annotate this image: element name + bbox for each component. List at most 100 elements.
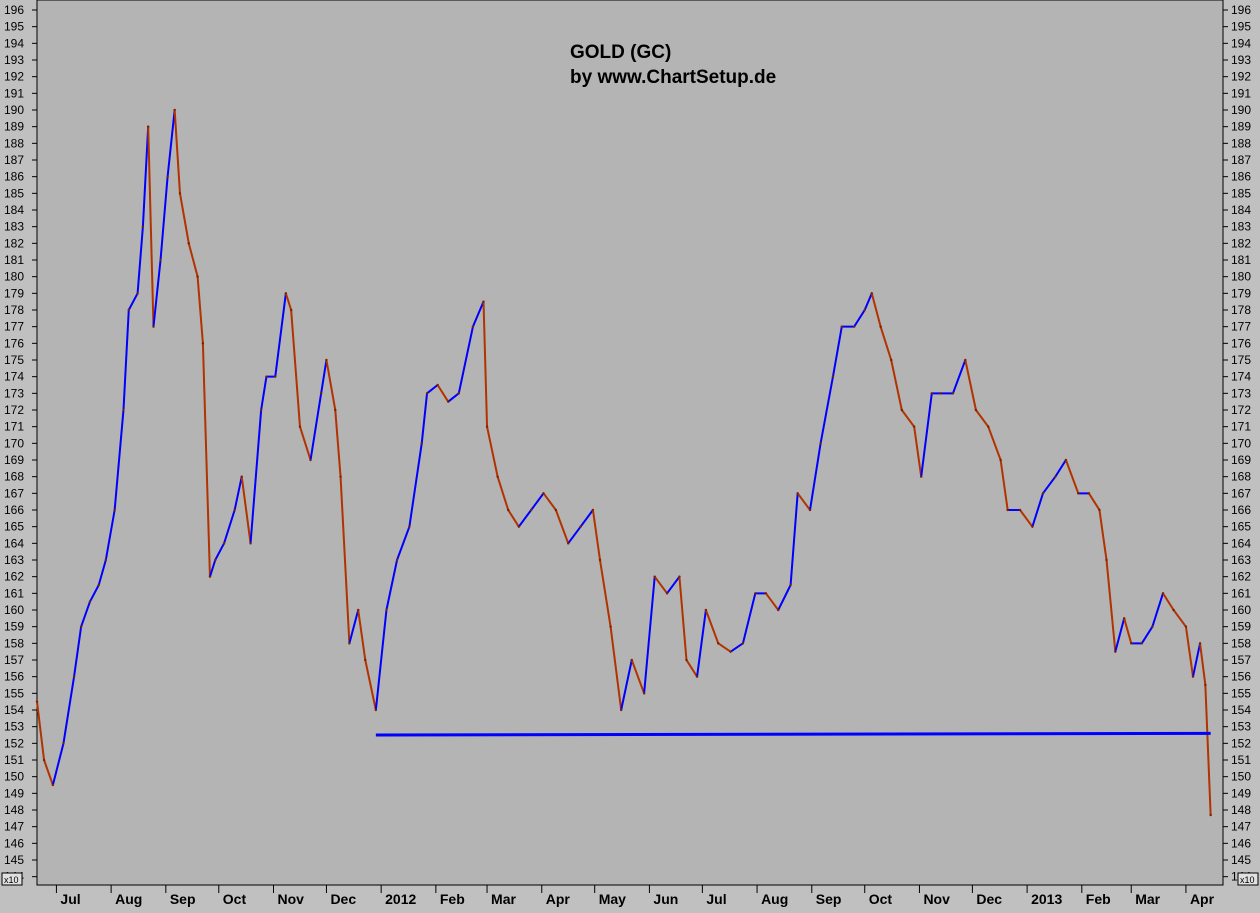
y-tick-label: 149	[1231, 786, 1251, 800]
y-tick-label: 150	[4, 770, 24, 784]
y-tick-label: 161	[1231, 586, 1251, 600]
y-tick-label: 161	[4, 586, 24, 600]
x-tick-label: Jun	[653, 891, 678, 907]
price-segment	[530, 492, 545, 511]
price-point	[159, 258, 162, 262]
price-point	[630, 658, 633, 662]
price-segment	[704, 609, 720, 645]
price-point	[319, 392, 323, 395]
price-point	[1130, 642, 1133, 645]
price-point	[447, 400, 450, 403]
price-point	[113, 508, 116, 512]
price-segment	[1199, 642, 1207, 686]
price-point	[187, 242, 190, 245]
price-point	[1161, 592, 1165, 595]
price-point	[529, 508, 533, 512]
multiplier-label-right: x10	[1240, 875, 1255, 885]
price-segment	[173, 109, 181, 195]
price-segment	[201, 342, 211, 578]
y-tick-label: 156	[4, 670, 24, 684]
y-tick-label: 145	[1231, 853, 1251, 867]
price-segment	[1019, 509, 1034, 528]
price-point	[974, 408, 978, 412]
y-tick-label: 168	[4, 470, 24, 484]
y-tick-label: 186	[4, 170, 24, 184]
price-point	[930, 392, 933, 395]
y-tick-label: 157	[1231, 653, 1251, 667]
y-tick-label: 194	[4, 36, 24, 50]
price-segment	[436, 384, 450, 403]
price-point	[704, 608, 708, 612]
y-tick-label: 169	[1231, 453, 1251, 467]
price-segment	[325, 359, 337, 411]
price-segment	[1087, 492, 1101, 511]
price-point	[334, 408, 337, 412]
x-tick-label: Nov	[923, 891, 950, 907]
price-segment	[298, 425, 312, 461]
y-tick-label: 178	[1231, 303, 1251, 317]
price-point	[1184, 625, 1188, 628]
y-tick-label: 180	[1231, 270, 1251, 284]
price-point	[233, 508, 236, 512]
y-tick-label: 154	[1231, 703, 1251, 717]
price-point	[777, 608, 780, 612]
price-segment	[420, 392, 429, 445]
price-point	[146, 125, 150, 128]
price-point	[900, 408, 903, 412]
x-tick-label: 2012	[385, 891, 416, 907]
price-segment	[385, 559, 399, 611]
y-tick-label: 170	[4, 436, 24, 450]
y-tick-label: 185	[4, 186, 24, 200]
y-tick-label: 171	[4, 420, 24, 434]
price-point	[122, 408, 125, 412]
price-point	[729, 650, 732, 653]
price-segment	[1064, 459, 1080, 495]
y-tick-label: 182	[4, 236, 24, 250]
price-segment	[579, 509, 594, 528]
price-point	[141, 225, 145, 228]
price-point	[591, 508, 595, 512]
price-point	[554, 508, 558, 512]
price-point	[127, 308, 130, 312]
y-tick-label: 159	[1231, 620, 1251, 634]
price-point	[653, 575, 656, 578]
y-tick-label: 188	[1231, 136, 1251, 150]
y-tick-label: 173	[4, 386, 24, 400]
price-point	[1006, 508, 1009, 512]
y-tick-label: 168	[1231, 470, 1251, 484]
price-segment	[1184, 625, 1194, 678]
y-tick-label: 193	[4, 53, 24, 67]
price-segment	[80, 600, 91, 628]
price-point	[951, 392, 955, 395]
y-tick-label: 183	[1231, 220, 1251, 234]
price-point	[471, 325, 475, 328]
y-tick-label: 170	[1231, 436, 1251, 450]
price-segment	[482, 300, 489, 428]
price-point	[808, 508, 812, 512]
price-segment	[208, 559, 217, 578]
multiplier-badge-left	[1, 872, 23, 886]
price-segment	[879, 325, 893, 361]
price-point	[385, 608, 388, 612]
y-tick-label: 148	[4, 803, 24, 817]
y-tick-label: 176	[1231, 336, 1251, 350]
price-point	[259, 408, 263, 412]
price-point	[717, 642, 720, 645]
price-point	[374, 708, 378, 712]
y-tick-label: 151	[4, 753, 24, 767]
x-tick-label: Feb	[440, 891, 465, 907]
price-point	[754, 592, 757, 595]
price-segment	[685, 659, 699, 678]
price-point	[339, 475, 342, 478]
price-segment	[1114, 617, 1126, 653]
price-point	[870, 292, 873, 295]
y-tick-label: 164	[1231, 536, 1251, 550]
chart-subtitle: by www.ChartSetup.de	[570, 67, 776, 88]
price-point	[1087, 492, 1091, 495]
price-segment	[496, 475, 510, 511]
y-tick-label: 195	[1231, 20, 1251, 34]
price-segment	[166, 109, 176, 178]
price-segment	[127, 292, 139, 311]
y-tick-label: 158	[1231, 636, 1251, 650]
y-tick-label: 181	[1231, 253, 1251, 267]
